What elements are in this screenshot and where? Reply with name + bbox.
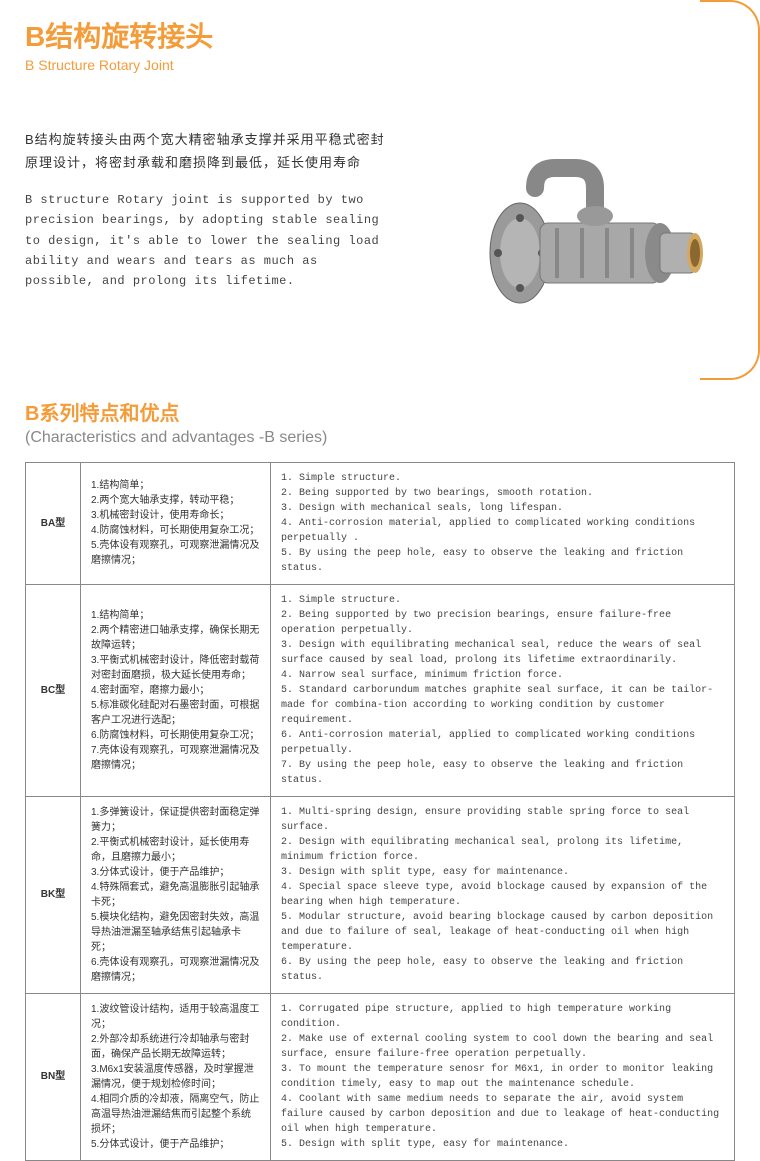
table-row: BK型1.多弹簧设计，保证提供密封面稳定弹簧力；2.平衡式机械密封设计，延长使用… [26, 796, 735, 993]
cn-cell: 1.结构简单；2.两个宽大轴承支撑，转动平稳；3.机械密封设计，使用寿命长；4.… [81, 462, 271, 584]
product-image [440, 138, 720, 338]
characteristics-table: BA型1.结构简单；2.两个宽大轴承支撑，转动平稳；3.机械密封设计，使用寿命长… [25, 462, 735, 1161]
en-cell: 1. Simple structure.2. Being supported b… [271, 584, 735, 796]
section-title-cn: B系列特点和优点 [25, 397, 735, 426]
en-cell: 1. Simple structure.2. Being supported b… [271, 462, 735, 584]
type-cell: BN型 [26, 993, 81, 1160]
table-row: BC型1.结构简单；2.两个精密进口轴承支撑，确保长期无故障运转；3.平衡式机械… [26, 584, 735, 796]
main-title-cn: B结构旋转接头 [25, 15, 735, 55]
intro-section: B结构旋转接头由两个宽大精密轴承支撑并采用平稳式密封原理设计，将密封承载和磨损降… [25, 128, 735, 292]
cn-cell: 1.结构简单；2.两个精密进口轴承支撑，确保长期无故障运转；3.平衡式机械密封设… [81, 584, 271, 796]
intro-text-cn: B结构旋转接头由两个宽大精密轴承支撑并采用平稳式密封原理设计，将密封承载和磨损降… [25, 128, 385, 175]
table-row: BA型1.结构简单；2.两个宽大轴承支撑，转动平稳；3.机械密封设计，使用寿命长… [26, 462, 735, 584]
type-cell: BK型 [26, 796, 81, 993]
type-cell: BC型 [26, 584, 81, 796]
en-cell: 1. Corrugated pipe structure, applied to… [271, 993, 735, 1160]
en-cell: 1. Multi-spring design, ensure providing… [271, 796, 735, 993]
main-title-en: B Structure Rotary Joint [25, 57, 735, 73]
section-title-en: (Characteristics and advantages -B serie… [25, 429, 735, 447]
cn-cell: 1.波纹管设计结构，适用于较高温度工况；2.外部冷却系统进行冷却轴承与密封面，确… [81, 993, 271, 1160]
type-cell: BA型 [26, 462, 81, 584]
intro-text-en: B structure Rotary joint is supported by… [25, 190, 385, 292]
cn-cell: 1.多弹簧设计，保证提供密封面稳定弹簧力；2.平衡式机械密封设计，延长使用寿命，… [81, 796, 271, 993]
table-row: BN型1.波纹管设计结构，适用于较高温度工况；2.外部冷却系统进行冷却轴承与密封… [26, 993, 735, 1160]
